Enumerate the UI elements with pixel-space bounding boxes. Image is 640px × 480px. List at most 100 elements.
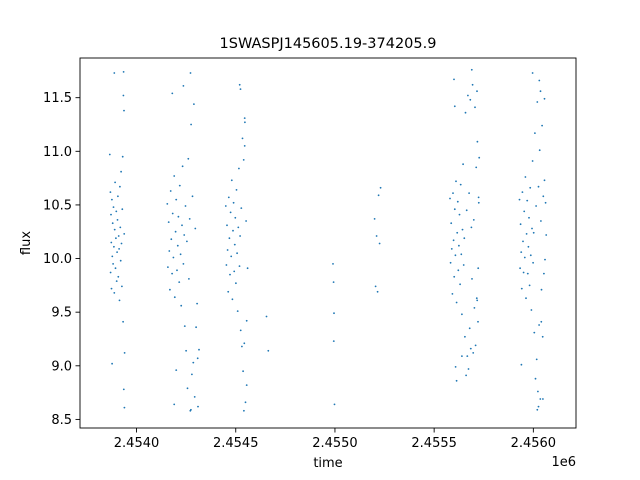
- data-point: [540, 288, 543, 291]
- data-point: [168, 250, 171, 252]
- data-point: [186, 387, 189, 390]
- data-point: [529, 186, 532, 189]
- data-point: [461, 228, 464, 231]
- data-point: [181, 224, 183, 227]
- data-point: [377, 194, 380, 197]
- data-point: [473, 307, 476, 309]
- data-point: [528, 216, 530, 219]
- data-point: [524, 176, 527, 178]
- data-point: [476, 90, 478, 93]
- y-tick-label: 9.5: [51, 306, 72, 321]
- data-point: [525, 297, 527, 300]
- data-point: [542, 398, 544, 400]
- data-point: [171, 92, 174, 95]
- data-point: [228, 237, 231, 240]
- data-point: [230, 179, 233, 182]
- data-point: [239, 329, 242, 332]
- data-point: [174, 230, 177, 233]
- data-point: [454, 254, 457, 257]
- data-point: [468, 327, 471, 330]
- data-point: [113, 228, 116, 231]
- data-point: [531, 227, 533, 230]
- data-point: [246, 267, 249, 270]
- data-point: [171, 272, 174, 275]
- data-points-layer: [108, 68, 548, 412]
- data-point: [373, 218, 376, 220]
- data-point: [471, 83, 474, 86]
- data-point: [166, 203, 169, 205]
- data-point: [227, 196, 230, 199]
- data-point: [467, 368, 470, 370]
- data-point: [108, 153, 111, 156]
- data-point: [520, 287, 523, 290]
- chart-title: 1SWASPJ145605.19-374205.9: [220, 36, 437, 52]
- data-point: [374, 285, 377, 288]
- data-point: [171, 212, 174, 215]
- data-point: [536, 101, 539, 103]
- data-point: [243, 342, 246, 345]
- data-point: [245, 220, 248, 222]
- data-point: [244, 401, 247, 404]
- data-point: [470, 68, 473, 71]
- data-point: [532, 261, 534, 264]
- data-point: [244, 121, 246, 124]
- data-point: [123, 233, 126, 235]
- data-point: [464, 111, 467, 114]
- data-point: [111, 198, 113, 201]
- data-point: [475, 297, 478, 300]
- data-point: [521, 191, 524, 194]
- data-point: [109, 271, 112, 274]
- data-point: [115, 237, 117, 240]
- data-point: [464, 335, 466, 338]
- data-point: [523, 210, 526, 213]
- data-point: [120, 242, 123, 245]
- data-point: [376, 290, 379, 293]
- data-point: [113, 245, 115, 248]
- data-point: [196, 302, 199, 305]
- data-point: [240, 207, 243, 210]
- data-point: [245, 319, 248, 322]
- data-point: [123, 406, 126, 409]
- data-point: [167, 221, 170, 224]
- data-point: [539, 398, 542, 400]
- data-point: [117, 275, 120, 278]
- y-tick-label: 10.0: [43, 252, 72, 267]
- y-axis-ticks: 8.5 9.0 9.5 10.0 10.5 11.0 11.5: [43, 91, 80, 428]
- x-axis-offset-label: 1e6: [551, 455, 576, 470]
- data-point: [172, 256, 175, 259]
- y-tick-label: 8.5: [51, 413, 72, 428]
- data-point: [333, 312, 335, 315]
- data-point: [234, 216, 237, 219]
- data-point: [538, 79, 541, 82]
- data-point: [191, 373, 193, 376]
- data-point: [527, 245, 530, 248]
- data-point: [526, 272, 529, 275]
- data-point: [109, 191, 112, 194]
- data-point: [537, 185, 540, 188]
- data-point: [379, 186, 382, 189]
- data-point: [233, 243, 236, 246]
- data-point: [243, 117, 246, 119]
- data-point: [450, 248, 453, 250]
- data-point: [245, 384, 248, 386]
- data-point: [120, 170, 122, 173]
- data-point: [119, 226, 122, 229]
- data-point: [169, 190, 172, 192]
- data-point: [243, 145, 246, 147]
- data-point: [522, 271, 525, 274]
- data-point: [117, 195, 119, 198]
- data-point: [173, 296, 176, 299]
- x-tick-label: 2.4540: [114, 436, 160, 451]
- data-point: [236, 310, 239, 312]
- data-point: [226, 249, 229, 251]
- data-point: [115, 210, 118, 213]
- data-point: [114, 181, 116, 184]
- data-point: [474, 106, 476, 109]
- data-point: [541, 335, 544, 338]
- data-point: [545, 234, 548, 236]
- data-point: [229, 211, 232, 214]
- data-point: [333, 403, 336, 406]
- data-point: [193, 396, 196, 398]
- data-point: [235, 282, 237, 285]
